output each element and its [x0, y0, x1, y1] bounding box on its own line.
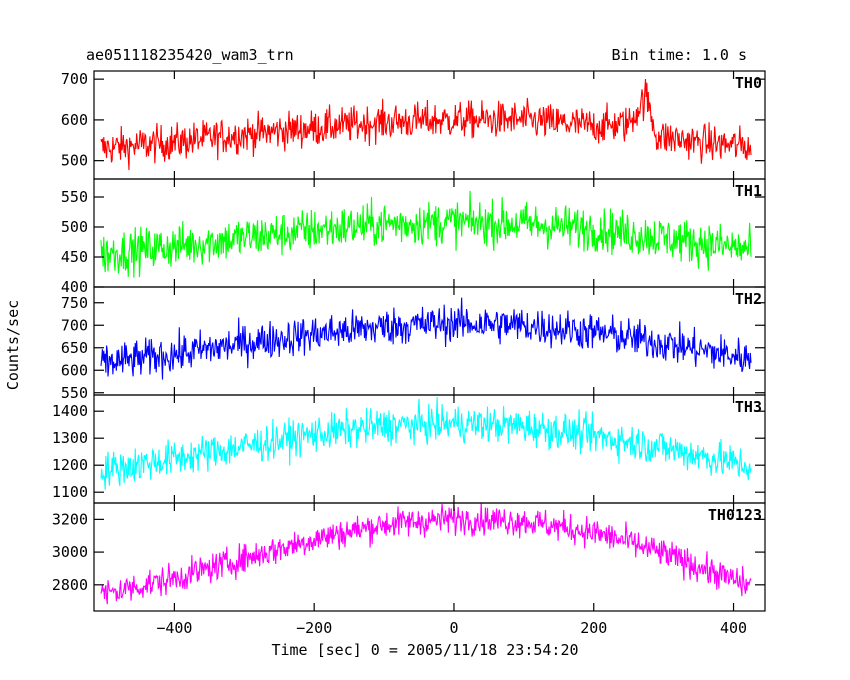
- series-line-th0: [100, 78, 752, 171]
- chart-title: ae051118235420_wam3_trn: [86, 46, 294, 64]
- panel-label-th3: TH3: [735, 398, 762, 416]
- bin-time-label: Bin time: 1.0 s: [612, 46, 747, 64]
- y-tick-label: 1400: [52, 402, 88, 420]
- panel-label-th0123: TH0123: [708, 506, 762, 524]
- y-tick-label: 750: [61, 294, 88, 312]
- y-axis-label: Counts/sec: [4, 300, 22, 390]
- x-tick-label: −200: [296, 619, 332, 637]
- x-tick-label: 0: [449, 619, 458, 637]
- x-tick-label: 200: [580, 619, 607, 637]
- y-tick-label: 3200: [52, 510, 88, 528]
- y-tick-label: 700: [61, 70, 88, 88]
- panel-label-th2: TH2: [735, 290, 762, 308]
- y-tick-label: 400: [61, 278, 88, 296]
- y-tick-label: 1200: [52, 456, 88, 474]
- panel-label-th1: TH1: [735, 182, 762, 200]
- panels-group: 500 600 700 TH0 400 450 500 550 TH1 550 600 650 700 7…: [52, 70, 766, 637]
- series-line-th1: [100, 190, 752, 278]
- y-tick-label: 1100: [52, 483, 88, 501]
- x-tick-label: −400: [156, 619, 192, 637]
- y-tick-label: 500: [61, 218, 88, 236]
- y-tick-label: 450: [61, 248, 88, 266]
- y-tick-label: 600: [61, 361, 88, 379]
- y-tick-label: 550: [61, 384, 88, 402]
- series-line-th0123: [100, 503, 752, 605]
- y-tick-label: 500: [61, 152, 88, 170]
- series-line-th3: [100, 397, 752, 490]
- y-tick-label: 600: [61, 111, 88, 129]
- x-tick-label: 400: [720, 619, 747, 637]
- panel-label-th0: TH0: [735, 74, 762, 92]
- series-line-th2: [100, 297, 752, 380]
- y-tick-label: 550: [61, 188, 88, 206]
- y-tick-label: 1300: [52, 429, 88, 447]
- x-axis-label: Time [sec] 0 = 2005/11/18 23:54:20: [271, 641, 578, 659]
- panel-frame-th0123: [93, 502, 766, 612]
- y-tick-label: 650: [61, 339, 88, 357]
- y-tick-label: 3000: [52, 543, 88, 561]
- y-tick-label: 700: [61, 316, 88, 334]
- y-tick-label: 2800: [52, 576, 88, 594]
